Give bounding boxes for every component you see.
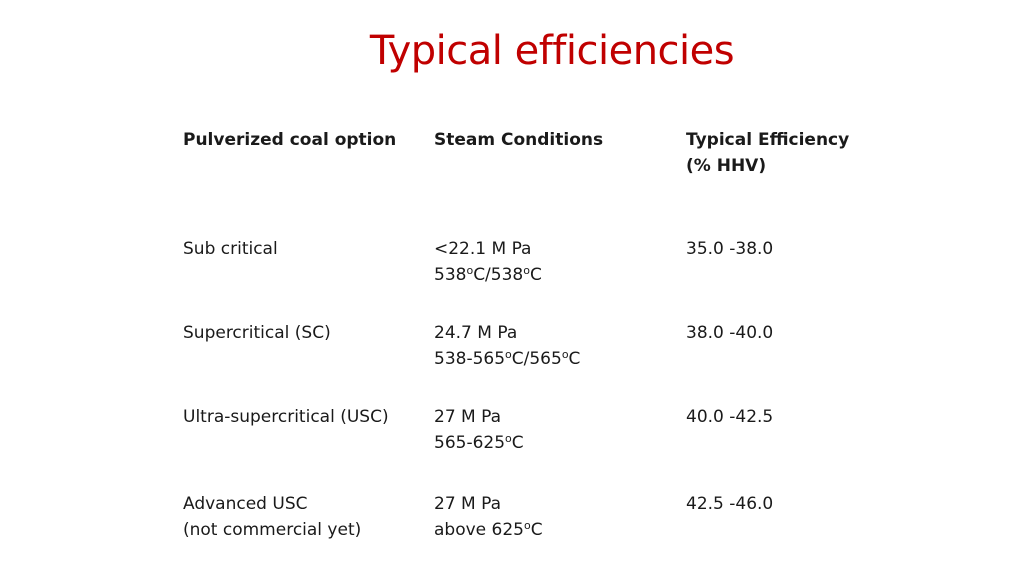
steam-pressure: <22.1 M Pa (434, 239, 532, 259)
steam-temperature: 565-625oC (434, 432, 524, 453)
row-advanced-usc-efficiency: 42.5 -46.0 (686, 491, 773, 517)
option-note: (not commercial yet) (183, 520, 362, 540)
steam-pressure: 27 M Pa (434, 407, 502, 427)
steam-temperature: 538oC/538oC (434, 264, 542, 285)
efficiency-value: 42.5 -46.0 (686, 494, 774, 514)
header-pulverized-coal-option: Pulverized coal option (183, 127, 396, 153)
slide-title: Typical efficiencies (369, 28, 735, 74)
row-supercritical-option: Supercritical (SC) (183, 320, 331, 346)
row-sub-critical-option: Sub critical (183, 236, 278, 262)
header-efficiency-line2: (% HHV) (686, 156, 767, 176)
option-label: Advanced USC (183, 494, 308, 514)
row-ultra-supercritical-efficiency: 40.0 -42.5 (686, 404, 773, 430)
header-option-label: Pulverized coal option (183, 130, 397, 150)
efficiency-value: 38.0 -40.0 (686, 323, 774, 343)
header-steam-conditions: Steam Conditions (434, 127, 603, 153)
row-ultra-supercritical-option: Ultra-supercritical (USC) (183, 404, 389, 430)
header-efficiency-line1: Typical Efficiency (686, 130, 850, 150)
row-ultra-supercritical-steam: 27 M Pa 565-625oC (434, 404, 524, 456)
steam-temperature: above 625oC (434, 519, 543, 540)
option-label: Ultra-supercritical (USC) (183, 407, 389, 427)
row-advanced-usc-steam: 27 M Pa above 625oC (434, 491, 543, 543)
row-sub-critical-efficiency: 35.0 -38.0 (686, 236, 773, 262)
steam-pressure: 24.7 M Pa (434, 323, 518, 343)
header-typical-efficiency: Typical Efficiency (% HHV) (686, 127, 849, 179)
row-supercritical-efficiency: 38.0 -40.0 (686, 320, 773, 346)
row-supercritical-steam: 24.7 M Pa 538-565oC/565oC (434, 320, 580, 372)
efficiency-value: 35.0 -38.0 (686, 239, 774, 259)
option-label: Supercritical (SC) (183, 323, 331, 343)
row-sub-critical-steam: <22.1 M Pa 538oC/538oC (434, 236, 542, 288)
option-label: Sub critical (183, 239, 278, 259)
header-steam-label: Steam Conditions (434, 130, 604, 150)
efficiency-value: 40.0 -42.5 (686, 407, 774, 427)
steam-pressure: 27 M Pa (434, 494, 502, 514)
steam-temperature: 538-565oC/565oC (434, 348, 581, 369)
row-advanced-usc-option: Advanced USC (not commercial yet) (183, 491, 361, 543)
